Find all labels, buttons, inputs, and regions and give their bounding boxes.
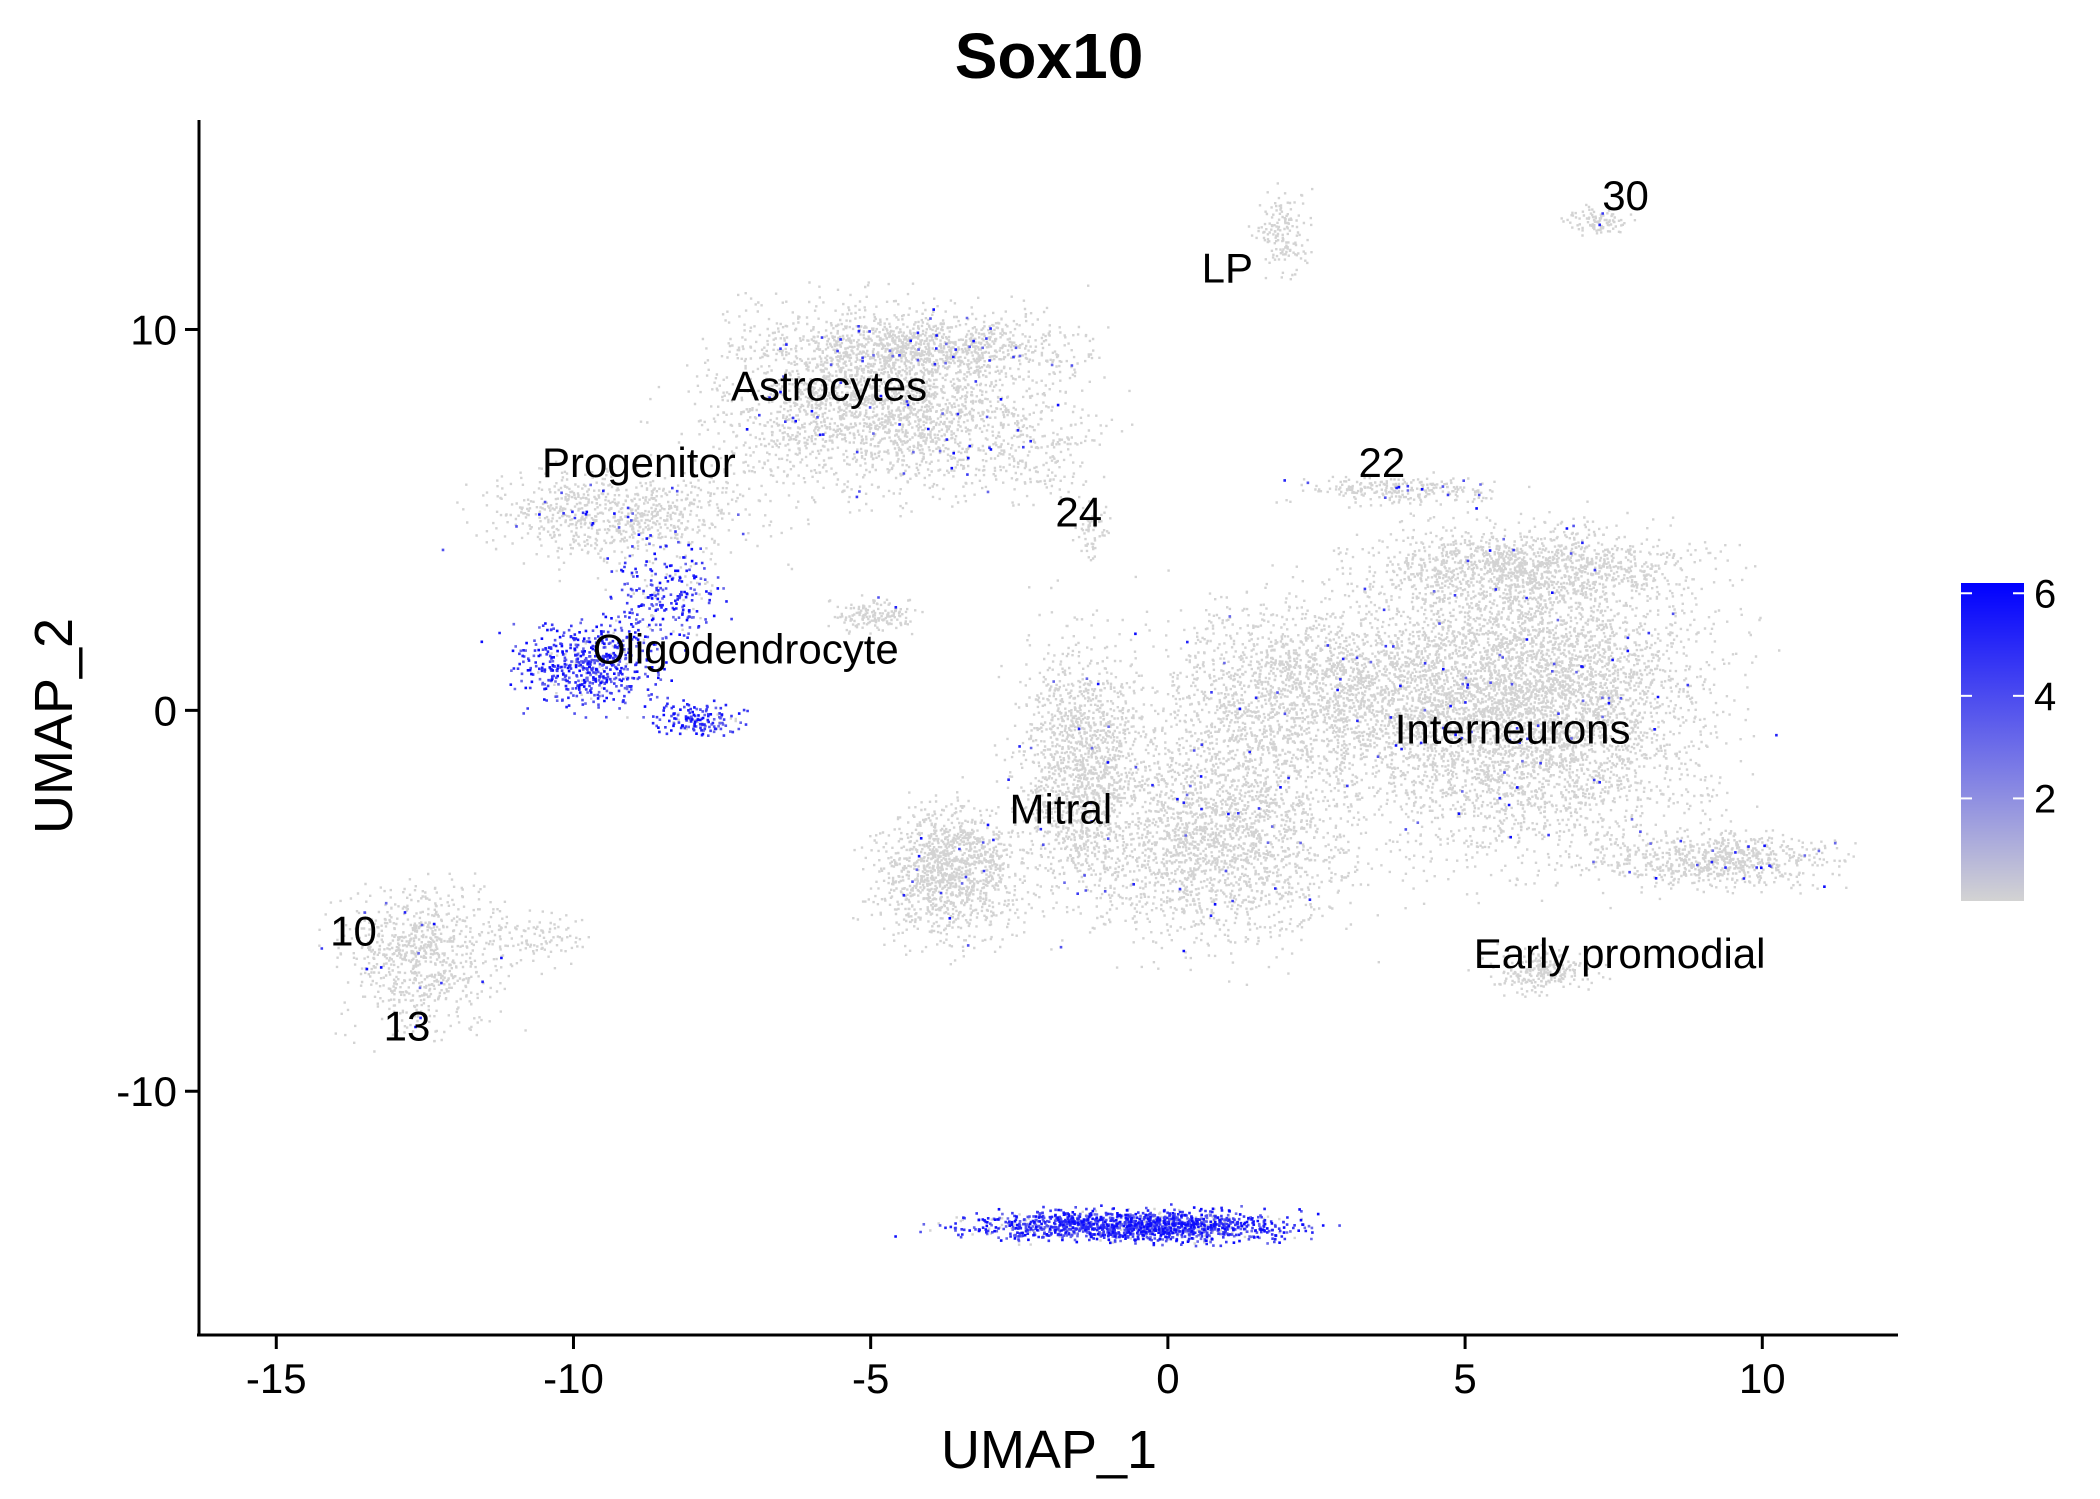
cluster-label: 22 bbox=[1359, 439, 1406, 486]
cluster-label: LP bbox=[1202, 245, 1253, 292]
cluster-label: 30 bbox=[1602, 172, 1649, 219]
cluster-label: 10 bbox=[330, 907, 377, 954]
cluster-label: Progenitor bbox=[542, 439, 736, 486]
legend-tick-label: 6 bbox=[2034, 572, 2056, 616]
y-axis: -10 0 10 UMAP_2 bbox=[24, 120, 201, 1336]
y-tick-label: -10 bbox=[116, 1068, 177, 1115]
x-ticks: -15 -10 -5 0 5 10 bbox=[246, 1335, 1786, 1402]
x-tick-label: -15 bbox=[246, 1355, 307, 1402]
x-tick-label: 10 bbox=[1739, 1355, 1786, 1402]
cluster-label: Early promodial bbox=[1474, 930, 1766, 977]
legend-ticks: 2 4 6 bbox=[1961, 572, 2056, 821]
cluster-label: Oligodendrocyte bbox=[593, 625, 899, 672]
y-tick-label: 0 bbox=[154, 687, 177, 734]
cluster-labels: LP 30 Astrocytes Progenitor 22 24 Oligodendroc… bbox=[330, 172, 1765, 1049]
x-axis: -15 -10 -5 0 5 10 UMAP_1 bbox=[197, 1333, 1898, 1480]
y-ticks: -10 0 10 bbox=[116, 306, 199, 1115]
cluster-label: 24 bbox=[1055, 488, 1102, 535]
x-tick-label: -10 bbox=[543, 1355, 604, 1402]
chart-title: Sox10 bbox=[955, 20, 1144, 92]
y-tick-label: 10 bbox=[130, 306, 177, 353]
legend-colorbar bbox=[1961, 583, 2024, 901]
y-axis-title: UMAP_2 bbox=[24, 618, 84, 834]
x-axis-title: UMAP_1 bbox=[941, 1420, 1157, 1480]
color-legend: 2 4 6 bbox=[1961, 572, 2056, 901]
cluster-label: Astrocytes bbox=[731, 363, 927, 410]
cluster-label: 13 bbox=[384, 1002, 431, 1049]
legend-tick-label: 4 bbox=[2034, 675, 2056, 719]
x-tick-label: -5 bbox=[852, 1355, 889, 1402]
x-tick-label: 0 bbox=[1156, 1355, 1179, 1402]
x-tick-label: 5 bbox=[1453, 1355, 1476, 1402]
cluster-label: Mitral bbox=[1010, 785, 1113, 832]
cluster-label: Interneurons bbox=[1395, 705, 1631, 752]
legend-tick-label: 2 bbox=[2034, 777, 2056, 821]
